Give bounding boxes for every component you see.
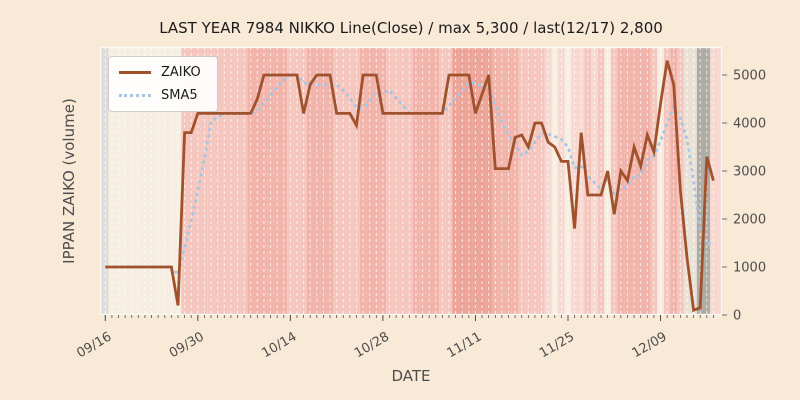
sma5-line-swatch: [119, 94, 151, 97]
chart-title: LAST YEAR 7984 NIKKO Line(Close) / max 5…: [159, 19, 663, 37]
svg-text:0: 0: [733, 309, 741, 324]
svg-text:3000: 3000: [733, 164, 766, 179]
y-axis-label: IPPAN ZAIKO (volume): [60, 98, 78, 264]
zaiko-line-swatch: [119, 71, 151, 74]
legend-label-sma5: SMA5: [161, 88, 198, 103]
legend-item-zaiko: ZAIKO: [119, 65, 201, 80]
x-axis-label: DATE: [391, 367, 431, 385]
svg-text:5000: 5000: [733, 68, 766, 83]
svg-text:4000: 4000: [733, 116, 766, 131]
legend: ZAIKO SMA5: [108, 56, 218, 112]
svg-text:2000: 2000: [733, 212, 766, 227]
legend-item-sma5: SMA5: [119, 88, 201, 103]
svg-text:1000: 1000: [733, 261, 766, 276]
legend-label-zaiko: ZAIKO: [161, 65, 201, 80]
